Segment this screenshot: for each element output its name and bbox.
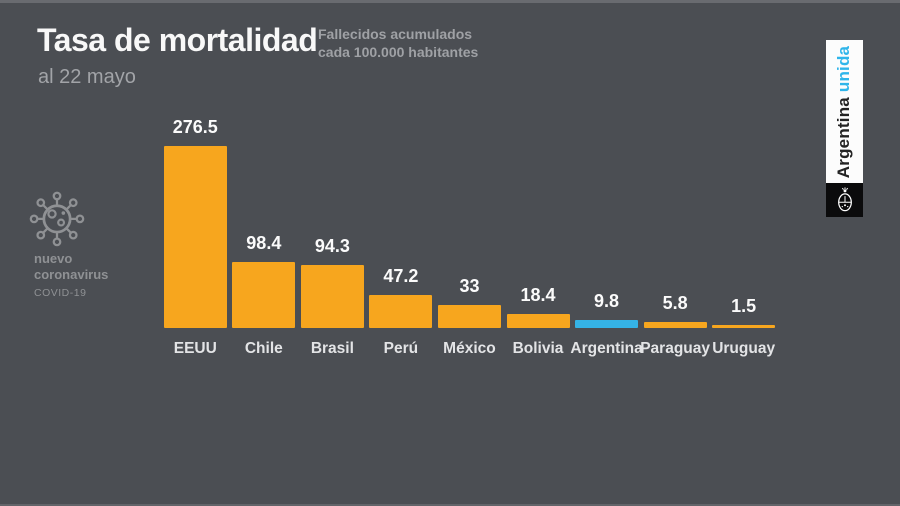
category-label-eeuu: EEUU bbox=[173, 340, 217, 357]
chart-column-chile: 98.4 Chile bbox=[230, 107, 299, 362]
category-label-argentina: Argentina bbox=[570, 340, 643, 357]
category-label-paraguay: Paraguay bbox=[640, 340, 710, 357]
value-label-brasil: 94.3 bbox=[314, 236, 350, 256]
bar-uruguay bbox=[712, 325, 776, 328]
chart-column-uruguay: 1.5 Uruguay bbox=[709, 107, 778, 362]
value-label-uruguay: 1.5 bbox=[731, 296, 757, 316]
chart-column-argentina: 9.8 Argentina bbox=[570, 107, 643, 362]
chart-column-paraguay: 5.8 Paraguay bbox=[640, 107, 710, 362]
chart-column-mexico: 33 México bbox=[435, 107, 504, 362]
chart-column-brasil: 94.3 Brasil bbox=[298, 107, 367, 362]
category-label-brasil: Brasil bbox=[310, 340, 354, 357]
brand-name: Argentina bbox=[834, 96, 854, 178]
value-label-eeuu: 276.5 bbox=[172, 117, 218, 137]
chart-column-eeuu: 276.5 EEUU bbox=[161, 107, 230, 362]
coronavirus-badge: nuevo coronavirus COVID-19 bbox=[28, 188, 138, 299]
value-label-argentina: 9.8 bbox=[594, 291, 620, 311]
value-label-bolivia: 18.4 bbox=[520, 285, 556, 305]
bar-peru bbox=[369, 295, 433, 328]
bar-brasil bbox=[300, 265, 364, 328]
chart-subtitle-line2: cada 100.000 habitantes bbox=[318, 44, 479, 60]
value-label-mexico: 33 bbox=[459, 276, 480, 296]
brand-emblem-box bbox=[826, 183, 863, 217]
bar-chart: 276.5 EEUU 98.4 Chile 94.3 Brasil 47.2 Perú 33 Mé… bbox=[161, 107, 778, 362]
chart-column-bolivia: 18.4 Bolivia bbox=[504, 107, 573, 362]
category-label-chile: Chile bbox=[244, 340, 283, 357]
bar-chile bbox=[232, 262, 296, 328]
brand-wordmark: Argentina unida bbox=[835, 45, 855, 177]
bar-mexico bbox=[437, 305, 501, 328]
category-label-peru: Perú bbox=[383, 340, 419, 357]
top-edge-highlight bbox=[0, 0, 900, 3]
bottom-edge-highlight bbox=[0, 504, 900, 506]
badge-label: nuevo coronavirus bbox=[34, 251, 138, 283]
value-label-paraguay: 5.8 bbox=[662, 293, 688, 313]
coronavirus-icon bbox=[29, 191, 85, 247]
value-label-chile: 98.4 bbox=[246, 233, 282, 253]
bar-paraguay bbox=[643, 322, 707, 328]
category-label-mexico: México bbox=[443, 340, 496, 357]
chart-subtitle: Fallecidos acumulados cada 100.000 habit… bbox=[318, 25, 478, 61]
category-label-uruguay: Uruguay bbox=[712, 340, 776, 357]
bar-bolivia bbox=[506, 314, 570, 328]
chart-column-peru: 47.2 Perú bbox=[367, 107, 436, 362]
value-label-peru: 47.2 bbox=[383, 266, 419, 286]
page-title: Tasa de mortalidad bbox=[37, 22, 318, 58]
bar-eeuu bbox=[163, 146, 227, 328]
date-note: al 22 mayo bbox=[38, 66, 136, 88]
badge-sublabel: COVID-19 bbox=[34, 287, 87, 299]
brand-name-accent: unida bbox=[834, 45, 854, 92]
category-label-bolivia: Bolivia bbox=[512, 340, 564, 357]
argentina-unida-banner: Argentina unida bbox=[826, 40, 863, 183]
badge-label-line1: nuevo bbox=[34, 251, 73, 266]
bar-argentina bbox=[575, 320, 639, 328]
badge-label-line2: coronavirus bbox=[34, 267, 109, 282]
argentina-coat-of-arms-icon bbox=[837, 186, 852, 211]
chart-subtitle-line1: Fallecidos acumulados bbox=[318, 26, 473, 42]
